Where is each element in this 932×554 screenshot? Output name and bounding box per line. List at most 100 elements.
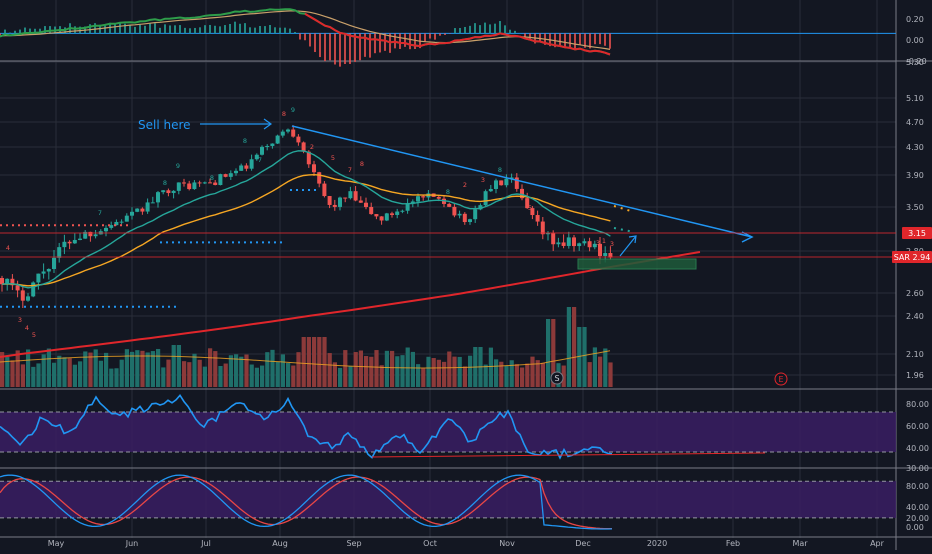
candle-body-115 bbox=[598, 243, 602, 257]
candle-body-86 bbox=[447, 203, 452, 207]
volume-bar-69 bbox=[358, 350, 363, 387]
volume-bar-109 bbox=[566, 307, 571, 387]
candle-96 bbox=[499, 180, 504, 186]
volume-bar-95 bbox=[494, 359, 499, 387]
price-tick-10: 2.10 bbox=[906, 350, 924, 359]
support-zone-box bbox=[577, 258, 697, 270]
candle-body-45 bbox=[234, 170, 238, 174]
candle-body-29 bbox=[150, 202, 155, 204]
volume-bar-89 bbox=[462, 366, 467, 387]
candle-body-53 bbox=[275, 135, 280, 144]
candle-body-68 bbox=[353, 191, 358, 201]
candle-body-44 bbox=[228, 173, 233, 177]
volume-bar-39 bbox=[202, 366, 207, 387]
volume-bar-2 bbox=[10, 360, 15, 387]
candle-body-8 bbox=[41, 271, 46, 274]
candle-body-20 bbox=[104, 227, 108, 232]
candle-33 bbox=[171, 190, 176, 199]
volume-bar-117 bbox=[608, 362, 613, 387]
candle-body-89 bbox=[462, 213, 467, 223]
volume-bar-20 bbox=[104, 352, 109, 387]
candle-body-72 bbox=[374, 214, 379, 217]
stoch-tick-3: 0.00 bbox=[906, 523, 924, 532]
candle-body-70 bbox=[364, 202, 368, 208]
volume-bar-100 bbox=[520, 367, 525, 387]
candle-62 bbox=[322, 181, 327, 198]
volume-bar-45 bbox=[234, 354, 239, 387]
stoch-tick-2: 20.00 bbox=[906, 514, 929, 523]
candle-body-74 bbox=[384, 213, 389, 221]
volume-bar-110 bbox=[572, 307, 577, 387]
td-digit-14: 7 bbox=[348, 166, 352, 174]
td-digit-3: 5 bbox=[32, 331, 36, 339]
volume-bar-59 bbox=[306, 337, 311, 387]
candle-body-18 bbox=[93, 234, 98, 237]
candle-body-25 bbox=[130, 211, 134, 216]
volume-bar-70 bbox=[364, 356, 369, 387]
volume-bar-9 bbox=[46, 348, 51, 387]
candle-body-60 bbox=[312, 164, 316, 173]
volume-bar-108 bbox=[561, 365, 566, 387]
candle-body-2 bbox=[10, 278, 15, 286]
candle-body-65 bbox=[338, 197, 342, 207]
volume-bar-27 bbox=[140, 350, 145, 387]
candle-8 bbox=[41, 263, 46, 279]
candle-26 bbox=[135, 208, 140, 213]
candle-45 bbox=[234, 168, 238, 176]
td-digit-17: 2 bbox=[463, 181, 467, 189]
candle-64 bbox=[332, 199, 337, 211]
candle-body-3 bbox=[15, 285, 20, 291]
price-badge-bg-1 bbox=[892, 251, 932, 263]
candle-body-106 bbox=[551, 233, 556, 245]
candle-body-95 bbox=[494, 180, 498, 189]
candle-body-75 bbox=[390, 213, 394, 215]
rsi-tick-0: 80.00 bbox=[906, 400, 929, 409]
event-s-text: S bbox=[554, 374, 559, 383]
candle-57 bbox=[296, 134, 301, 146]
candle-27 bbox=[140, 207, 145, 215]
candle-body-33 bbox=[171, 190, 176, 194]
td-digit-10: 8 bbox=[282, 110, 286, 118]
volume-bar-21 bbox=[109, 368, 114, 387]
candle-60 bbox=[312, 160, 316, 177]
volume-bar-86 bbox=[447, 351, 452, 387]
candle-94 bbox=[488, 184, 493, 193]
td-digit-0: 4 bbox=[6, 244, 10, 252]
candle-body-38 bbox=[197, 182, 202, 184]
volume-bar-64 bbox=[332, 362, 337, 387]
candle-body-17 bbox=[88, 231, 93, 237]
candle-63 bbox=[327, 195, 332, 209]
candle-body-40 bbox=[208, 182, 212, 184]
candle-4 bbox=[20, 285, 25, 309]
candle-87 bbox=[452, 203, 457, 218]
candle-body-22 bbox=[114, 221, 119, 226]
candle-51 bbox=[265, 144, 270, 151]
candle-body-62 bbox=[322, 183, 327, 197]
volume-bar-68 bbox=[353, 352, 358, 387]
volume-bar-18 bbox=[93, 349, 98, 387]
td-digit-18: 3 bbox=[481, 176, 485, 184]
volume-bar-52 bbox=[270, 349, 275, 387]
sma-200-line bbox=[0, 251, 701, 358]
volume-bar-1 bbox=[5, 356, 10, 387]
candle-73 bbox=[379, 216, 384, 225]
td-digit-1: 3 bbox=[18, 316, 22, 324]
candle-55 bbox=[286, 128, 290, 134]
candle-70 bbox=[364, 197, 368, 210]
candle-body-49 bbox=[254, 154, 259, 160]
candle-29 bbox=[150, 196, 155, 204]
volume-bar-111 bbox=[577, 327, 582, 387]
rsi-divergence-line bbox=[371, 452, 766, 458]
x-tick-2: Jul bbox=[200, 539, 211, 548]
volume-bar-58 bbox=[301, 337, 306, 387]
candle-body-47 bbox=[244, 165, 249, 169]
candle-body-94 bbox=[488, 188, 493, 192]
volume-bar-7 bbox=[36, 363, 41, 387]
candle-body-32 bbox=[166, 190, 171, 194]
volume-bar-56 bbox=[291, 365, 296, 387]
candle-body-112 bbox=[582, 241, 587, 244]
volume-bar-33 bbox=[171, 345, 176, 387]
